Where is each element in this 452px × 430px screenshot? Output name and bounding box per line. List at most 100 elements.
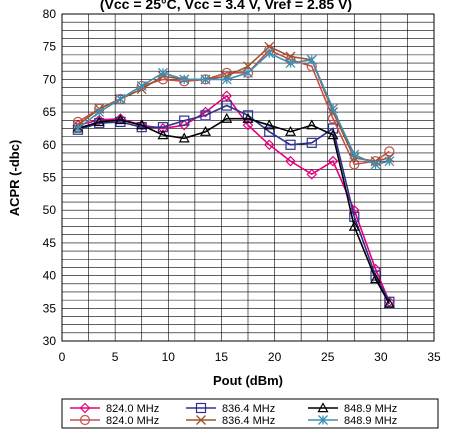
legend-marker (195, 402, 207, 414)
data-point (327, 155, 339, 167)
legend-label: 848.9 MHz (344, 403, 397, 415)
data-point (157, 129, 169, 140)
series-line (77, 52, 390, 166)
y-tick-label: 75 (43, 40, 57, 54)
data-point (306, 119, 318, 130)
y-tick-label: 35 (43, 301, 57, 315)
y-tick-label: 60 (43, 138, 57, 152)
data-point (136, 119, 148, 130)
series-4 (72, 44, 395, 170)
legend-marker (196, 415, 206, 425)
y-tick-label: 80 (43, 7, 57, 21)
data-point (200, 74, 211, 85)
data-point (327, 129, 339, 140)
x-tick-label: 0 (59, 350, 66, 364)
data-point (136, 80, 147, 91)
chart-title: (Vcc = 25°C, Vcc = 3.4 V, Vref = 2.85 V) (100, 0, 352, 12)
data-point (285, 58, 296, 69)
y-tick-label: 45 (43, 236, 57, 250)
plot-area-frame (61, 13, 435, 342)
x-tick-label: 25 (321, 350, 335, 364)
x-tick-label: 20 (268, 350, 282, 364)
data-point (94, 107, 105, 118)
x-tick-label: 15 (215, 350, 229, 364)
data-point (179, 115, 190, 126)
y-tick-label: 50 (43, 203, 57, 217)
data-point (179, 74, 190, 85)
data-point (384, 146, 395, 157)
y-tick-label: 30 (43, 334, 57, 348)
plot-grid (61, 13, 435, 342)
series-line (77, 104, 391, 303)
data-point (306, 168, 318, 180)
data-point (114, 114, 126, 125)
data-point (72, 123, 83, 134)
y-tick-label: 70 (43, 72, 57, 86)
legend: 824.0 MHz 836.4 MHz 848.9 MHz 824.0 MHz 836.… (70, 402, 397, 427)
legend-label: 836.4 MHz (222, 403, 275, 415)
data-point (199, 125, 212, 136)
data-point (370, 159, 381, 170)
x-tick-label: 35 (427, 350, 441, 364)
series-line (77, 117, 391, 305)
legend-item: 836.4 MHz (186, 402, 275, 415)
legend-item: 848.9 MHz (308, 402, 397, 415)
data-point (242, 112, 254, 123)
data-point (263, 119, 275, 130)
data-point (264, 126, 275, 137)
data-point (306, 137, 317, 148)
data-point (285, 155, 296, 167)
data-point (349, 159, 360, 170)
data-point (243, 67, 253, 78)
data-point (285, 139, 296, 150)
legend-label: 848.9 MHz (344, 415, 397, 427)
legend-label: 836.4 MHz (222, 415, 275, 427)
data-point (384, 156, 395, 167)
data-point (115, 116, 126, 128)
x-tick-label: 30 (374, 350, 388, 364)
data-point (178, 132, 190, 143)
data-point (348, 220, 360, 231)
y-axis-title: ACPR (-dbc) (7, 140, 22, 217)
data-point (306, 54, 317, 65)
data-point (349, 149, 360, 160)
legend-box (61, 398, 439, 429)
data-point (370, 273, 382, 284)
legend-item: 836.4 MHz (186, 415, 275, 427)
series-6 (72, 48, 395, 170)
legend-item: 824.0 MHz (70, 414, 159, 427)
x-tick-label: 10 (162, 350, 176, 364)
data-point (384, 296, 395, 307)
y-tick-label: 55 (43, 171, 57, 185)
y-tick-label: 40 (43, 269, 57, 283)
series-layer (72, 41, 395, 308)
data-point (115, 94, 126, 104)
legend-marker (318, 415, 328, 425)
data-point (221, 100, 232, 111)
legend-item: 848.9 MHz (308, 415, 397, 427)
legend-marker (79, 414, 91, 426)
data-point (242, 110, 254, 121)
x-axis-title: Pout (dBm) (213, 373, 283, 388)
data-point (383, 297, 395, 308)
data-point (284, 125, 297, 136)
data-point (158, 67, 168, 78)
series-line (77, 45, 390, 162)
legend-item: 824.0 MHz (70, 402, 159, 415)
data-point (221, 90, 233, 102)
data-point (263, 139, 275, 151)
series-3 (72, 112, 395, 308)
data-point (200, 110, 211, 121)
data-point (242, 119, 254, 131)
data-point (221, 74, 232, 85)
legend-label: 824.0 MHz (106, 403, 159, 415)
data-point (328, 103, 338, 114)
legend-marker (79, 402, 91, 414)
data-point (221, 112, 233, 123)
data-point (264, 48, 275, 59)
data-point (93, 116, 105, 127)
x-axis-ticks: 0 5 10 15 20 25 30 35 (59, 350, 441, 364)
y-axis-ticks: 30 35 40 45 50 55 60 65 70 75 80 (43, 7, 57, 348)
legend-label: 824.0 MHz (106, 415, 159, 427)
